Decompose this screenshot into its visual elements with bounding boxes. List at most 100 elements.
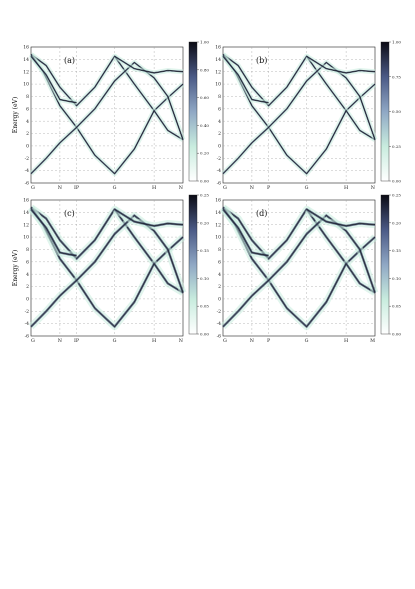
x-tick-label: N — [250, 338, 254, 344]
x-tick-label: H — [152, 185, 156, 191]
colorbar-gradient — [188, 41, 198, 182]
colorbar-tick-label: 0.05 — [392, 304, 401, 309]
y-tick-label: 16 — [23, 198, 29, 204]
y-tick-label: 0 — [26, 144, 29, 150]
colorbar-tick-label: 0.25 — [392, 144, 401, 149]
x-tick-label: H — [344, 338, 348, 344]
x-tick-label: G — [113, 338, 117, 344]
y-tick-label: -4 — [25, 321, 30, 327]
y-tick-label: 0 — [218, 144, 221, 150]
x-tick-label: N — [58, 338, 62, 344]
x-tick-label: M — [370, 338, 375, 344]
colorbar-gradient — [380, 194, 390, 335]
x-tick-label: P — [267, 338, 271, 344]
y-tick-label: 12 — [215, 222, 221, 228]
y-tick-label: 0 — [26, 297, 29, 303]
colorbar-tick-label: 0.10 — [200, 276, 209, 281]
colorbar-tick-label: 0.75 — [392, 74, 401, 79]
y-tick-label: 2 — [26, 284, 29, 290]
y-tick-label: 2 — [218, 131, 221, 137]
band-core — [306, 209, 376, 227]
y-tick-label: -2 — [217, 156, 222, 162]
band-core — [222, 56, 269, 103]
band-core — [222, 54, 376, 111]
band-core — [114, 56, 184, 74]
x-tick-label: IP — [74, 338, 80, 344]
colorbar: 0.00 0.05 0.10 0.15 0.20 0.25 — [188, 193, 209, 337]
colorbar-gradient — [188, 194, 198, 335]
x-tick-label: N — [58, 185, 62, 191]
colorbar-tick-label: 0.00 — [392, 332, 401, 337]
y-tick-label: -4 — [217, 168, 222, 174]
colorbar-tick-label: 0.00 — [392, 179, 401, 184]
colorbar-tick-label: 0.25 — [200, 193, 209, 198]
x-tick-label: H — [152, 338, 156, 344]
y-tick-label: 4 — [218, 272, 221, 278]
colorbar-tick-label: 0.00 — [200, 332, 209, 337]
colorbar-tick-label: 0.60 — [200, 95, 209, 100]
chart-panel-4: -6 -4 -2 0 2 4 6 8 10 12 14 16 G N P G H M (d) 0.00 0.05 0.10… — [215, 193, 401, 345]
chart-panel-2: -6 -4 -2 0 2 4 6 8 10 12 14 16 G N P G H N (b) 0.00 0.25 0.50… — [215, 40, 401, 192]
x-tick-label: N — [371, 185, 375, 191]
x-tick-label: P — [267, 185, 271, 191]
band-core — [30, 215, 184, 327]
colorbar-tick-label: 0.80 — [200, 67, 209, 72]
band-core — [30, 62, 184, 174]
y-tick-label: 6 — [218, 106, 221, 112]
band-core — [222, 207, 376, 264]
y-tick-label: 8 — [218, 247, 221, 253]
y-tick-label: 4 — [26, 272, 29, 278]
x-tick-label: G — [113, 185, 117, 191]
colorbar-tick-label: 1.00 — [200, 40, 209, 45]
colorbar-tick-label: 0.20 — [200, 220, 209, 225]
band-core — [30, 209, 77, 256]
y-tick-label: -2 — [25, 309, 30, 315]
y-tick-label: 16 — [215, 198, 221, 204]
y-tick-label: -6 — [25, 334, 30, 340]
y-tick-label: 14 — [215, 210, 221, 216]
panels: -6 -4 -2 0 2 4 6 8 10 12 14 16 G N IP G H N (a) 0.00 0.20 0.4… — [23, 40, 401, 345]
y-tick-label: -4 — [25, 168, 30, 174]
chart-panel-3: -6 -4 -2 0 2 4 6 8 10 12 14 16 G N IP G H N (c) 0.00 0.05 0.1… — [23, 193, 209, 345]
panel-label: (c) — [64, 209, 75, 218]
panel-label: (a) — [64, 56, 75, 65]
y-tick-label: -6 — [217, 181, 222, 187]
y-tick-label: -2 — [25, 156, 30, 162]
colorbar-tick-label: 0.25 — [392, 193, 401, 198]
y-tick-label: 10 — [215, 235, 221, 241]
y-tick-label: 10 — [215, 82, 221, 88]
y-tick-label: -4 — [217, 321, 222, 327]
x-tick-label: H — [344, 185, 348, 191]
band-core — [30, 56, 77, 103]
colorbar-gradient — [380, 41, 390, 182]
y-tick-label: -6 — [25, 181, 30, 187]
x-tick-label: N — [250, 185, 254, 191]
y-tick-label: 12 — [23, 222, 29, 228]
y-tick-label: 4 — [26, 119, 29, 125]
x-tick-label: IP — [74, 185, 80, 191]
y-tick-label: 14 — [215, 57, 221, 63]
y-tick-label: 14 — [23, 57, 29, 63]
x-tick-label: G — [305, 185, 309, 191]
y-tick-label: -6 — [217, 334, 222, 340]
y-tick-label: 14 — [23, 210, 29, 216]
panel-label: (d) — [256, 209, 267, 218]
y-tick-label: 10 — [23, 235, 29, 241]
y-tick-label: 0 — [218, 297, 221, 303]
band-core — [222, 62, 376, 174]
y-axis-label: Energy (eV) — [12, 250, 19, 286]
x-tick-label: G — [305, 338, 309, 344]
y-tick-label: 8 — [218, 94, 221, 100]
colorbar-tick-label: 0.50 — [392, 109, 401, 114]
band-core — [222, 215, 376, 327]
y-tick-label: 16 — [215, 45, 221, 51]
colorbar-tick-label: 0.10 — [392, 276, 401, 281]
band-core — [306, 56, 376, 74]
y-tick-label: 2 — [218, 284, 221, 290]
y-tick-label: 2 — [26, 131, 29, 137]
band-core — [30, 207, 184, 264]
y-tick-label: 8 — [26, 247, 29, 253]
y-tick-label: -2 — [217, 309, 222, 315]
colorbar-tick-label: 0.40 — [200, 123, 209, 128]
